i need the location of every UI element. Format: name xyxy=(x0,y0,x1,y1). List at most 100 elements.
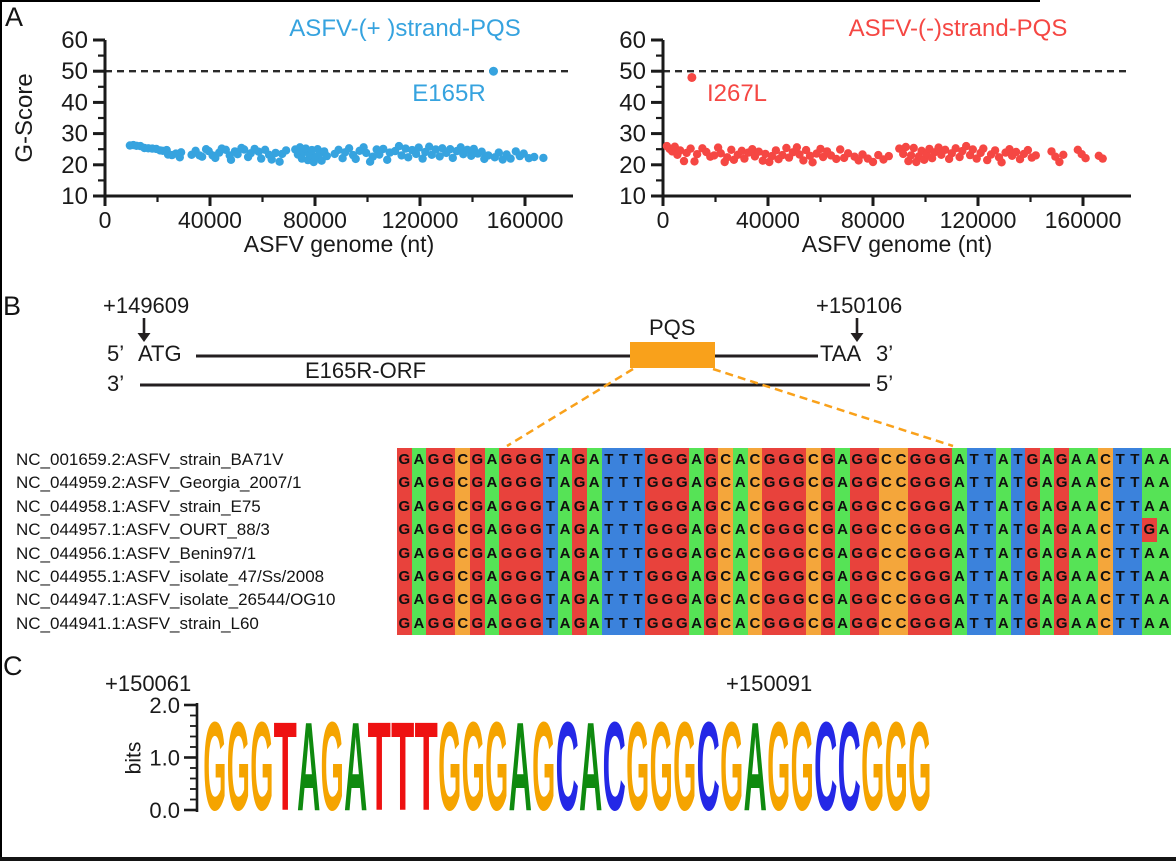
y-tick-label: 30 xyxy=(61,121,88,148)
x-tick-label: 160000 xyxy=(1045,207,1122,233)
stop-codon-label: TAA xyxy=(820,341,862,366)
start-arrow-head xyxy=(137,333,151,342)
alignment-base-cell: A xyxy=(1156,518,1172,542)
alignment-base-cell: T xyxy=(966,588,982,612)
panel-a-label: A xyxy=(5,2,24,32)
x-tick-label: 40000 xyxy=(736,207,800,233)
alignment-base-cell: C xyxy=(455,611,471,636)
data-point xyxy=(906,151,916,160)
alignment-base-cell: G xyxy=(1054,518,1070,542)
alignment-base-cell: G xyxy=(572,611,587,636)
y-tick-label: 10 xyxy=(619,183,646,210)
alignment-base-cell: T xyxy=(966,494,982,519)
logo-letter: G xyxy=(203,697,226,837)
alignment-base-cell: A xyxy=(411,448,427,472)
alignment-base-cell: A xyxy=(586,518,602,542)
alignment-base-cell: A xyxy=(1156,611,1172,636)
alignment-base-cell: T xyxy=(543,588,558,612)
alignment-base-cell: G xyxy=(645,448,660,472)
alignment-base-cell: C xyxy=(455,564,471,589)
alignment-base-cell: A xyxy=(1069,541,1084,565)
x-tick-label: 120000 xyxy=(382,207,459,233)
alignment-base-cell: A xyxy=(1039,494,1055,519)
alignment-base-cell: G xyxy=(908,471,923,495)
data-point xyxy=(254,147,263,156)
data-point xyxy=(901,142,910,152)
logo-letter: A xyxy=(509,698,532,838)
alignment-base-cell: C xyxy=(806,448,821,472)
data-point xyxy=(1055,157,1064,167)
data-point xyxy=(530,152,539,162)
alignment-base-cell: C xyxy=(806,494,821,519)
alignment-base-cell: G xyxy=(440,611,456,636)
alignment-base-cell: C xyxy=(806,588,821,612)
logo-y-axis-title: bits xyxy=(122,741,146,775)
alignment-base-cell: C xyxy=(879,588,894,612)
pqs-label: PQS xyxy=(649,315,696,340)
alignment-base-cell: A xyxy=(1083,564,1099,589)
alignment-base-cell: G xyxy=(470,588,485,612)
logo-letter: C xyxy=(556,698,579,838)
alignment-base-cell: A xyxy=(484,541,500,565)
alignment-base-cell: C xyxy=(806,564,821,589)
alignment-base-cell: G xyxy=(426,471,441,495)
alignment-base-cell: A xyxy=(586,611,602,636)
alignment-row: NC_044955.1:ASFV_isolate_47/Ss/2008 G A G G C… xyxy=(16,564,1172,589)
alignment-base-cell: G xyxy=(703,448,719,472)
logo-letter: T xyxy=(391,696,414,837)
data-point xyxy=(1031,151,1041,160)
frame-top-border xyxy=(0,0,1040,2)
alignment-base-cell: T xyxy=(1127,494,1143,519)
data-point xyxy=(506,154,515,163)
alignment-base-cell: A xyxy=(952,471,967,495)
scatter-chart: 10 20 30 40 50 60 0 40000 80000 120000 160000 ASFV … xyxy=(11,15,573,257)
alignment-base-cell: C xyxy=(747,448,763,472)
alignment-base-cell: A xyxy=(733,541,748,565)
alignment-base-cell: T xyxy=(981,588,996,612)
data-point xyxy=(1005,145,1014,154)
alignment-base-cell: G xyxy=(645,518,660,542)
data-point xyxy=(792,143,802,152)
alignment-base-cell: A xyxy=(1039,564,1055,589)
alignment-base-cell: G xyxy=(659,564,675,589)
data-point xyxy=(968,145,977,154)
alignment-base-cell: G xyxy=(820,611,836,636)
alignment-base-cell: A xyxy=(689,564,704,589)
alignment-base-cell: C xyxy=(893,564,909,589)
alignment-base-cell: C xyxy=(893,588,909,612)
alignment-base-cell: G xyxy=(674,448,690,472)
logo-letter: G xyxy=(791,697,814,837)
data-point xyxy=(979,144,988,153)
alignment-base-cell: A xyxy=(557,518,573,542)
alignment-base-cell: G xyxy=(440,541,456,565)
alignment-base-cell: T xyxy=(630,611,646,636)
y-tick-label: 30 xyxy=(619,121,646,148)
scatter-chart: 10 20 30 40 50 60 0 40000 80000 120000 160000 ASFV … xyxy=(619,15,1131,257)
logo-letter: G xyxy=(861,697,884,837)
alignment-base-cell: A xyxy=(1083,448,1099,472)
data-point xyxy=(1023,145,1033,155)
axis xyxy=(661,40,1131,198)
alignment-base-cell: T xyxy=(601,541,617,565)
alignment-base-cell: A xyxy=(995,541,1011,565)
data-point xyxy=(832,154,841,164)
y-tick-label: 10 xyxy=(61,183,88,210)
alignment-base-cell: G xyxy=(659,471,675,495)
x-tick-label: 120000 xyxy=(940,207,1017,233)
alignment-base-cell: G xyxy=(470,518,485,542)
alignment-base-cell: A xyxy=(995,471,1011,495)
alignment-base-cell: G xyxy=(1025,541,1040,565)
alignment-base-cell: G xyxy=(762,494,777,519)
alignment-base-cell: G xyxy=(645,541,660,565)
alignment-base-cell: G xyxy=(791,494,807,519)
alignment-base-cell: G xyxy=(645,564,660,589)
alignment-base-cell: G xyxy=(397,448,412,472)
alignment-base-cell: A xyxy=(411,494,427,519)
alignment-base-cell: A xyxy=(557,471,573,495)
chart-title: ASFV-(+ )strand-PQS xyxy=(289,15,520,42)
sequence-logo: 2.01.00.0 G G G T A G A T T T G G G A G C A C G G G C G A G G C C G G G xyxy=(149,693,931,838)
alignment-base-cell: G xyxy=(645,494,660,519)
x-tick-label: 160000 xyxy=(487,207,564,233)
alignment-base-cell: G xyxy=(791,518,807,542)
data-point xyxy=(836,145,845,154)
